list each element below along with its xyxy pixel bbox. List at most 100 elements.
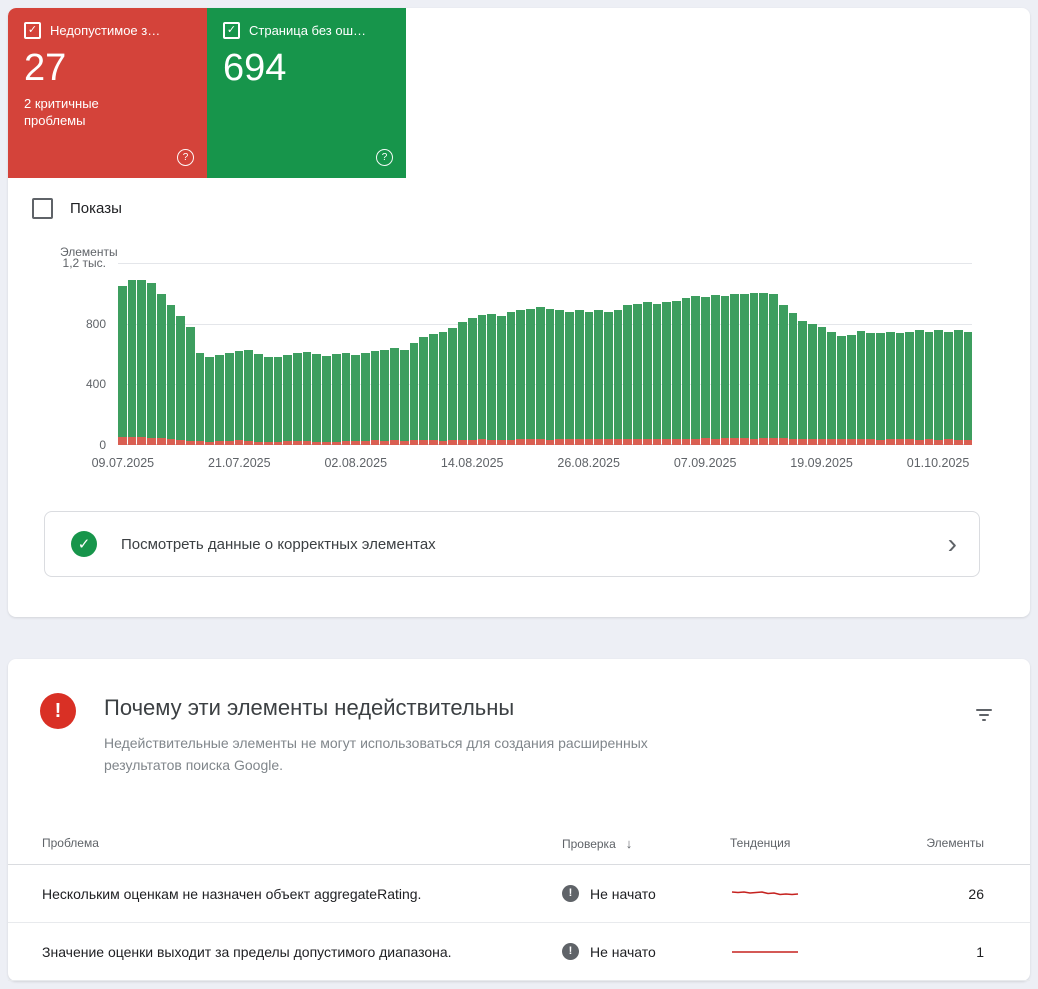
chart-bar[interactable] bbox=[390, 263, 399, 445]
chart-bar[interactable] bbox=[127, 263, 137, 445]
chart-bar[interactable] bbox=[681, 263, 691, 445]
chart-bar[interactable] bbox=[429, 263, 438, 445]
chart-bar[interactable] bbox=[215, 263, 224, 445]
chart-bar[interactable] bbox=[924, 263, 934, 445]
chart-bar[interactable] bbox=[526, 263, 535, 445]
chart-bar[interactable] bbox=[613, 263, 623, 445]
chart-bar[interactable] bbox=[331, 263, 341, 445]
chart-bar[interactable] bbox=[730, 263, 739, 445]
chart-bar[interactable] bbox=[506, 263, 516, 445]
chart-bar[interactable] bbox=[584, 263, 594, 445]
chart-bar[interactable] bbox=[438, 263, 448, 445]
chart-bar[interactable] bbox=[244, 263, 254, 445]
chart-bar[interactable] bbox=[477, 263, 487, 445]
chart-bar[interactable] bbox=[963, 263, 973, 445]
chart-bar[interactable] bbox=[224, 263, 234, 445]
chart-bar[interactable] bbox=[905, 263, 914, 445]
chart-bar[interactable] bbox=[156, 263, 166, 445]
chart-bar[interactable] bbox=[798, 263, 808, 445]
chart-bar[interactable] bbox=[545, 263, 555, 445]
chart-bar[interactable] bbox=[642, 263, 652, 445]
column-header-problem[interactable]: Проблема bbox=[42, 836, 99, 851]
chart-bar[interactable] bbox=[409, 263, 419, 445]
chart-bar[interactable] bbox=[312, 263, 322, 445]
chart-bar[interactable] bbox=[623, 263, 633, 445]
chart-bar[interactable] bbox=[574, 263, 584, 445]
chart-bar[interactable] bbox=[701, 263, 710, 445]
chart-bar[interactable] bbox=[351, 263, 360, 445]
chart-bar[interactable] bbox=[273, 263, 283, 445]
chart-bar[interactable] bbox=[166, 263, 176, 445]
chart-bar[interactable] bbox=[749, 263, 759, 445]
help-icon[interactable]: ? bbox=[376, 149, 393, 166]
chart-bar[interactable] bbox=[176, 263, 186, 445]
chart-bar[interactable] bbox=[487, 263, 497, 445]
chart-bar[interactable] bbox=[283, 263, 292, 445]
chart-bar[interactable] bbox=[759, 263, 769, 445]
chart-bar[interactable] bbox=[603, 263, 613, 445]
chart-bar[interactable] bbox=[866, 263, 876, 445]
chart-bar[interactable] bbox=[817, 263, 827, 445]
chart-bar[interactable] bbox=[895, 263, 905, 445]
invalid-checkbox-checked[interactable]: ✓ bbox=[24, 22, 41, 39]
chart-bar[interactable] bbox=[633, 263, 642, 445]
chart-bar[interactable] bbox=[846, 263, 856, 445]
help-icon[interactable]: ? bbox=[177, 149, 194, 166]
chart-bar[interactable] bbox=[254, 263, 263, 445]
table-row[interactable]: Значение оценки выходит за пределы допус… bbox=[8, 923, 1030, 982]
chart-bar[interactable] bbox=[788, 263, 798, 445]
valid-checkbox-checked[interactable]: ✓ bbox=[223, 22, 240, 39]
impressions-checkbox-unchecked[interactable] bbox=[32, 198, 53, 219]
chart-bar[interactable] bbox=[934, 263, 944, 445]
chart-bar[interactable] bbox=[652, 263, 662, 445]
chart-bar[interactable] bbox=[147, 263, 156, 445]
chart-bar[interactable] bbox=[186, 263, 195, 445]
chart-bar[interactable] bbox=[137, 263, 147, 445]
chart-bar[interactable] bbox=[769, 263, 778, 445]
chart-bar[interactable] bbox=[885, 263, 895, 445]
chart-bar[interactable] bbox=[710, 263, 720, 445]
chart-bar[interactable] bbox=[827, 263, 837, 445]
chart-bar[interactable] bbox=[740, 263, 749, 445]
chart-bar[interactable] bbox=[234, 263, 244, 445]
chart-bar[interactable] bbox=[380, 263, 390, 445]
chart-bar[interactable] bbox=[720, 263, 730, 445]
chart-bar[interactable] bbox=[399, 263, 409, 445]
chart-bar[interactable] bbox=[458, 263, 467, 445]
chart-bar[interactable] bbox=[419, 263, 428, 445]
chart-bar[interactable] bbox=[856, 263, 866, 445]
chart-bar[interactable] bbox=[497, 263, 506, 445]
chart-bar[interactable] bbox=[118, 263, 127, 445]
chart-bar[interactable] bbox=[555, 263, 565, 445]
chart-bar[interactable] bbox=[778, 263, 788, 445]
impressions-toggle[interactable]: Показы bbox=[32, 198, 1030, 219]
chart-bar[interactable] bbox=[467, 263, 477, 445]
chart-bar[interactable] bbox=[302, 263, 312, 445]
chart-bar[interactable] bbox=[263, 263, 273, 445]
chart-bar[interactable] bbox=[195, 263, 205, 445]
chart-bar[interactable] bbox=[944, 263, 953, 445]
chart-bar[interactable] bbox=[292, 263, 302, 445]
chart-bar[interactable] bbox=[691, 263, 701, 445]
view-valid-items-button[interactable]: ✓ Посмотреть данные о корректных элемент… bbox=[44, 511, 980, 577]
chart-bar[interactable] bbox=[565, 263, 574, 445]
column-header-validation[interactable]: Проверка ↓ bbox=[562, 836, 730, 851]
column-header-items[interactable]: Элементы bbox=[926, 836, 984, 851]
chart-bar[interactable] bbox=[516, 263, 526, 445]
chart-bar[interactable] bbox=[808, 263, 817, 445]
table-row[interactable]: Нескольким оценкам не назначен объект ag… bbox=[8, 865, 1030, 924]
filter-button[interactable] bbox=[968, 699, 1000, 731]
valid-items-box[interactable]: ✓ Страница без ош… 694 ? bbox=[207, 8, 406, 178]
chart-bar[interactable] bbox=[205, 263, 215, 445]
chart-bar[interactable] bbox=[662, 263, 671, 445]
chart-bar[interactable] bbox=[876, 263, 885, 445]
chart-bar[interactable] bbox=[953, 263, 963, 445]
chart-bar[interactable] bbox=[671, 263, 681, 445]
chart-bar[interactable] bbox=[370, 263, 380, 445]
chart-bar[interactable] bbox=[360, 263, 370, 445]
invalid-items-box[interactable]: ✓ Недопустимое з… 27 2 критичные проблем… bbox=[8, 8, 207, 178]
chart-bar[interactable] bbox=[322, 263, 331, 445]
chart-bar[interactable] bbox=[594, 263, 603, 445]
chart-bar[interactable] bbox=[914, 263, 924, 445]
chart-bar[interactable] bbox=[341, 263, 351, 445]
